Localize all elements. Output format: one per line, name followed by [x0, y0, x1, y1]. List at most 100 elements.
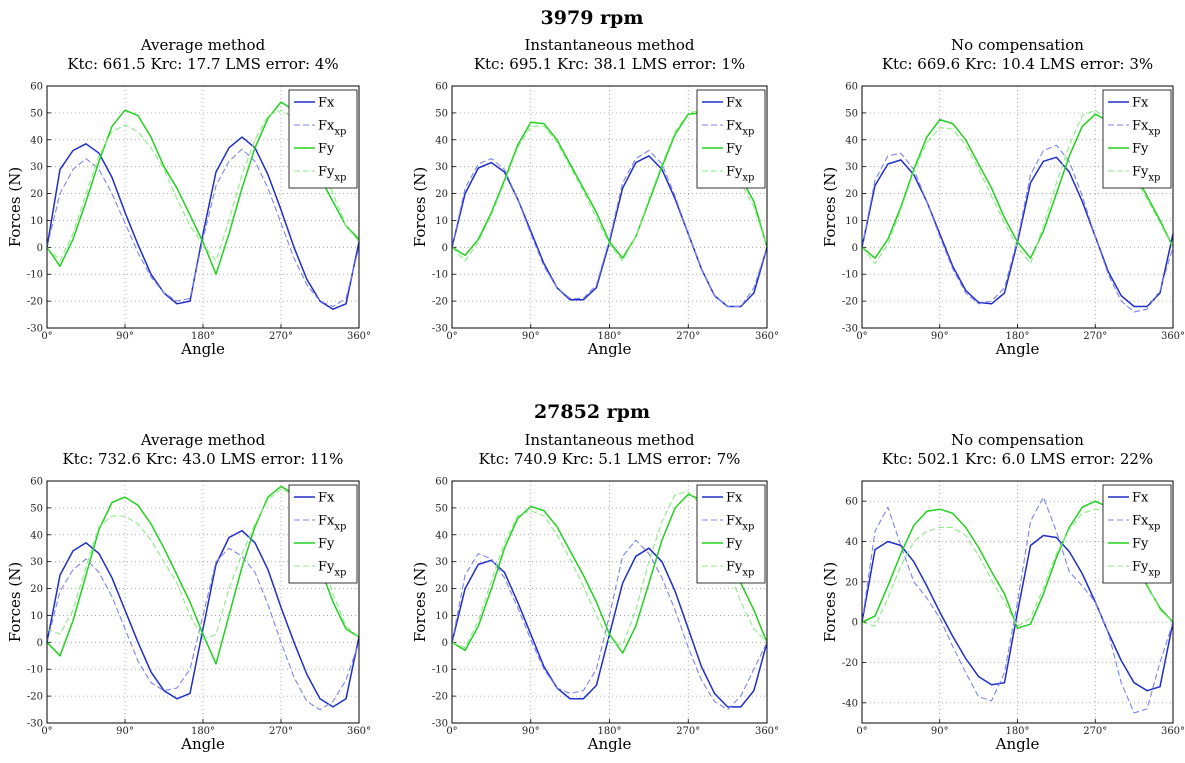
- x-tick-label: 360°: [347, 726, 371, 737]
- x-tick-label: 0°: [41, 726, 52, 737]
- x-tick-label: 180°: [191, 726, 215, 737]
- y-tick-label: 10: [30, 611, 43, 622]
- y-tick-label: -40: [842, 698, 858, 709]
- legend-box: [288, 484, 358, 584]
- y-tick-label: -20: [842, 658, 858, 669]
- legend-label: Fx: [726, 491, 743, 506]
- y-tick-label: -30: [842, 324, 858, 335]
- y-tick-label: -10: [27, 665, 43, 676]
- plot-frame: [46, 480, 360, 724]
- y-tick-label: -30: [27, 324, 43, 335]
- legend-box: [696, 89, 766, 189]
- legend-label: Fy: [726, 537, 743, 552]
- y-tick-label: 10: [435, 611, 448, 622]
- x-tick-label: 90°: [522, 331, 540, 342]
- legend-box: [288, 89, 358, 189]
- plot-frame: [861, 85, 1174, 329]
- x-tick-label: 270°: [1083, 726, 1107, 737]
- y-tick-label: 20: [845, 577, 858, 588]
- y-tick-label: 10: [845, 216, 858, 227]
- y-tick-label: 0: [37, 638, 43, 649]
- chart-subtitle: Ktc: 661.5 Krc: 17.7 LMS error: 4%: [67, 55, 338, 73]
- y-tick-label: -20: [432, 692, 448, 703]
- x-tick-label: 270°: [1083, 331, 1107, 342]
- y-tick-label: 10: [30, 216, 43, 227]
- y-tick-label: -30: [432, 324, 448, 335]
- legend-label: Fx: [318, 96, 335, 111]
- x-tick-label: 270°: [676, 726, 700, 737]
- y-axis-title: Forces (N): [411, 167, 429, 247]
- series-line-Fx-xp: [861, 496, 1174, 714]
- y-tick-label: -10: [432, 270, 448, 281]
- chart-title: Average method: [140, 36, 266, 54]
- y-tick-label: 40: [845, 135, 858, 146]
- x-tick-label: 0°: [856, 726, 867, 737]
- y-tick-label: -10: [27, 270, 43, 281]
- section-title-3979: 3979 rpm: [541, 7, 644, 29]
- x-axis-title: Angle: [587, 735, 632, 753]
- legend-label: Fy: [318, 537, 335, 552]
- y-tick-label: 0: [852, 618, 858, 629]
- x-tick-label: 270°: [269, 726, 293, 737]
- x-tick-label: 360°: [1161, 331, 1185, 342]
- series-line-Fx: [861, 534, 1174, 692]
- y-tick-label: 60: [845, 82, 858, 93]
- y-tick-label: -20: [27, 692, 43, 703]
- y-tick-label: -20: [432, 297, 448, 308]
- chart-subtitle: Ktc: 732.6 Krc: 43.0 LMS error: 11%: [63, 450, 344, 468]
- y-tick-label: 20: [435, 584, 448, 595]
- x-tick-label: 180°: [191, 331, 215, 342]
- y-tick-label: 60: [435, 477, 448, 488]
- chart-title: Instantaneous method: [524, 36, 694, 54]
- y-tick-label: 40: [435, 530, 448, 541]
- chart-title: Average method: [140, 431, 266, 449]
- y-tick-label: 50: [435, 108, 448, 119]
- chart-subtitle: Ktc: 502.1 Krc: 6.0 LMS error: 22%: [882, 450, 1153, 468]
- y-tick-label: 30: [435, 162, 448, 173]
- y-axis-title: Forces (N): [821, 562, 839, 642]
- series-line-Fx-xp: [46, 547, 360, 711]
- chart-subtitle: Ktc: 669.6 Krc: 10.4 LMS error: 3%: [882, 55, 1153, 73]
- x-tick-label: 270°: [676, 331, 700, 342]
- x-tick-label: 90°: [116, 331, 134, 342]
- plot-frame: [46, 85, 360, 329]
- legend-label: Fy: [318, 142, 335, 157]
- y-tick-label: 0: [442, 638, 448, 649]
- y-axis-title: Forces (N): [6, 167, 24, 247]
- legend-box: [696, 484, 766, 584]
- legend-label: Fx: [726, 96, 743, 111]
- y-axis-title: Forces (N): [411, 562, 429, 642]
- x-tick-label: 180°: [597, 331, 621, 342]
- x-tick-label: 180°: [1005, 726, 1029, 737]
- x-tick-label: 270°: [269, 331, 293, 342]
- plot-frame: [451, 85, 768, 329]
- x-axis-title: Angle: [180, 735, 225, 753]
- y-tick-label: 50: [30, 108, 43, 119]
- y-tick-label: 60: [30, 82, 43, 93]
- chart-subtitle: Ktc: 740.9 Krc: 5.1 LMS error: 7%: [479, 450, 741, 468]
- series-line-Fy-xp: [451, 109, 768, 262]
- x-tick-label: 0°: [446, 331, 457, 342]
- legend-box: [1102, 484, 1172, 584]
- legend-label: Fx: [318, 491, 335, 506]
- x-tick-label: 0°: [446, 726, 457, 737]
- legend-box: [1102, 89, 1172, 189]
- series-line-Fx-xp: [46, 148, 360, 308]
- y-axis-title: Forces (N): [821, 167, 839, 247]
- y-tick-label: 10: [435, 216, 448, 227]
- x-tick-label: 180°: [597, 726, 621, 737]
- y-tick-label: 60: [845, 497, 858, 508]
- y-tick-label: -30: [27, 719, 43, 730]
- x-tick-label: 360°: [755, 726, 779, 737]
- y-tick-label: 60: [30, 477, 43, 488]
- y-tick-label: 0: [852, 243, 858, 254]
